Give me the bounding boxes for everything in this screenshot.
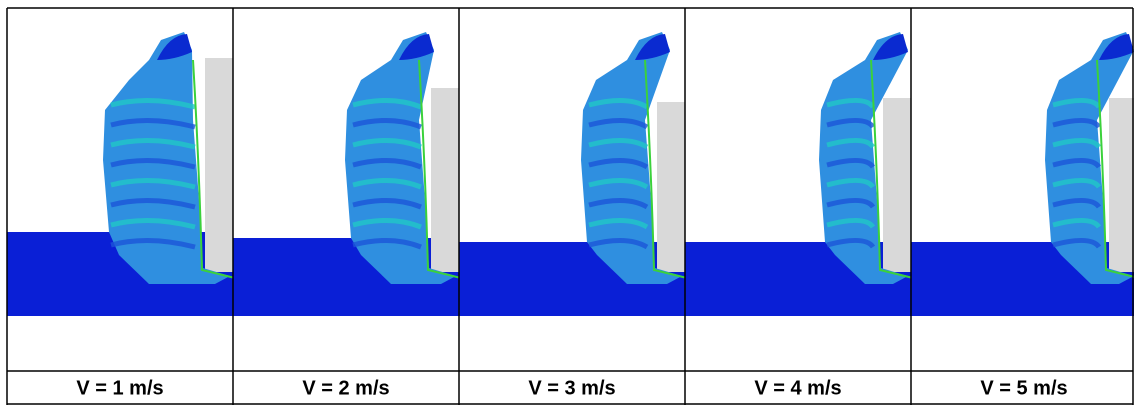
caption: V = 2 m/s <box>302 377 389 399</box>
caption: V = 4 m/s <box>754 377 841 399</box>
caption: V = 5 m/s <box>980 377 1067 399</box>
tool <box>657 102 685 272</box>
figure: V = 1 m/s V = 2 m/s V = 3 m/s V = 4 m/s V = … <box>0 0 1134 405</box>
tool <box>883 98 911 272</box>
caption: V = 3 m/s <box>528 377 615 399</box>
tool <box>205 58 233 272</box>
caption: V = 1 m/s <box>76 377 163 399</box>
tool <box>431 88 459 272</box>
tool <box>1109 98 1134 272</box>
